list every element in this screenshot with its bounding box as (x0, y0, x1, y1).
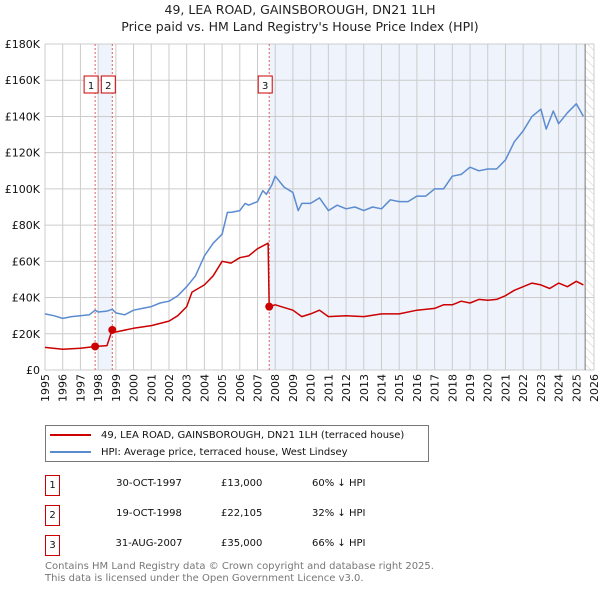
sale-point (108, 325, 117, 334)
x-tick-label: 2003 (181, 374, 194, 402)
x-tick-label: 2014 (375, 374, 388, 402)
x-tick-label: 2020 (482, 374, 495, 402)
x-tick-label: 2017 (429, 374, 442, 402)
transaction-hpi-diff: 60% ↓ HPI (312, 478, 366, 489)
sale-label-box (83, 75, 99, 94)
transaction-hpi-diff: 66% ↓ HPI (312, 538, 366, 549)
y-tick-label: £40K (12, 292, 41, 305)
legend-swatch-property (50, 434, 91, 436)
y-tick-label: £120K (5, 147, 41, 160)
x-tick-label: 2007 (252, 374, 265, 402)
x-tick-label: 2005 (216, 374, 229, 402)
legend-label-hpi: HPI: Average price, terraced house, West… (101, 446, 348, 458)
footer-copyright: Contains HM Land Registry data © Crown c… (45, 561, 434, 572)
y-tick-label: £140K (5, 110, 41, 123)
x-tick-label: 2018 (446, 374, 459, 402)
transaction-number: 2 (45, 505, 60, 526)
x-tick-label: 1998 (92, 374, 105, 402)
x-tick-label: 2004 (198, 374, 211, 402)
transaction-date: 19-OCT-1998 (116, 508, 182, 519)
sale-label-box (100, 75, 116, 94)
shaded-period (98, 44, 113, 370)
transaction-price: £13,000 (221, 478, 263, 489)
sale-label: 2 (105, 81, 111, 92)
y-tick-label: £60K (12, 255, 41, 268)
y-tick-label: £100K (5, 183, 41, 196)
x-tick-label: 2016 (411, 374, 424, 402)
x-tick-label: 2024 (553, 374, 566, 402)
transaction-price: £22,105 (221, 508, 263, 519)
x-tick-label: 2023 (535, 374, 548, 402)
shaded-period (269, 44, 586, 370)
y-tick-label: £180K (5, 38, 41, 51)
y-tick-label: £160K (5, 74, 41, 87)
price-chart: 1995 1996 1997 1998 1999 2000 2001 2002 2003 2004… (5, 38, 600, 402)
x-tick-label: 2026 (588, 374, 600, 402)
legend-swatch-hpi (50, 451, 91, 453)
transaction-number: 1 (45, 475, 60, 496)
y-tick-label: £20K (12, 328, 41, 341)
legend-item-property: 49, LEA ROAD, GAINSBOROUGH, DN21 1LH (te… (50, 427, 404, 443)
transaction-number: 3 (45, 535, 60, 556)
x-tick-label: 2009 (287, 374, 300, 402)
x-tick-label: 2008 (269, 374, 282, 402)
sale-label-box (257, 75, 273, 94)
x-tick-label: 1999 (110, 374, 123, 402)
x-tick-label: 2010 (305, 374, 318, 402)
y-tick-label: £0 (26, 364, 40, 377)
transaction-price: £35,000 (221, 538, 263, 549)
x-tick-label: 1995 (39, 374, 52, 402)
x-tick-label: 2025 (570, 374, 583, 402)
x-tick-label: 2021 (499, 374, 512, 402)
x-tick-label: 2022 (517, 374, 530, 402)
legend: 49, LEA ROAD, GAINSBOROUGH, DN21 1LH (te… (45, 425, 429, 462)
chart-subtitle: Price paid vs. HM Land Registry's House … (121, 19, 479, 34)
footer-licence: This data is licensed under the Open Gov… (45, 573, 364, 584)
chart-title: 49, LEA ROAD, GAINSBOROUGH, DN21 1LH (164, 2, 436, 17)
property-price-line (44, 242, 584, 350)
legend-item-hpi: HPI: Average price, terraced house, West… (50, 444, 348, 460)
y-tick-label: £80K (12, 219, 41, 232)
x-tick-label: 1997 (74, 374, 87, 402)
x-tick-label: 2015 (393, 374, 406, 402)
x-tick-label: 2011 (322, 374, 335, 402)
x-tick-label: 2001 (145, 374, 158, 402)
sale-label: 1 (88, 81, 94, 92)
transaction-date: 31-AUG-2007 (115, 538, 183, 549)
x-tick-label: 1996 (57, 374, 70, 402)
sale-label: 3 (262, 81, 268, 92)
x-tick-label: 2019 (464, 374, 477, 402)
x-tick-label: 2002 (163, 374, 176, 402)
sale-point (265, 302, 274, 311)
legend-label-property: 49, LEA ROAD, GAINSBOROUGH, DN21 1LH (te… (101, 429, 405, 441)
x-tick-label: 2006 (234, 374, 247, 402)
x-tick-label: 2012 (340, 374, 353, 402)
x-tick-label: 2000 (128, 374, 141, 402)
transaction-date: 30-OCT-1997 (116, 478, 182, 489)
x-tick-label: 2013 (358, 374, 371, 402)
hpi-line (44, 103, 585, 320)
transaction-hpi-diff: 32% ↓ HPI (312, 508, 366, 519)
forecast-hatch (585, 44, 594, 370)
sale-point (91, 342, 100, 351)
